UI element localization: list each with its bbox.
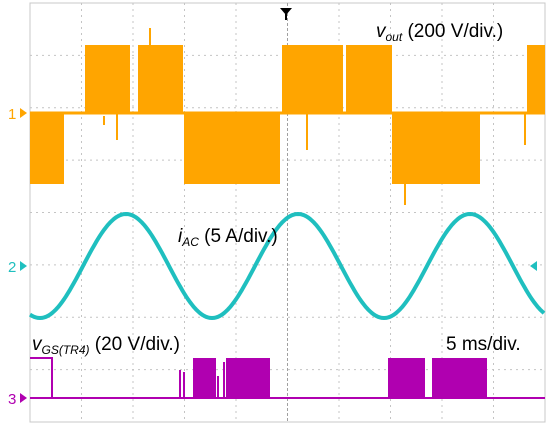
vout-pulse-block xyxy=(527,45,545,113)
vout-pulse-block xyxy=(430,113,480,184)
trigger-marker-icon xyxy=(280,8,292,20)
vgs-pulse-block xyxy=(226,358,270,398)
vout-pulse-block xyxy=(282,45,343,113)
channel-1-arrow-icon xyxy=(20,108,27,118)
vgs-label: vGS(TR4) (20 V/div.) xyxy=(32,334,180,357)
iac-sine-trace xyxy=(28,212,546,320)
vgs-initial-step xyxy=(30,357,53,398)
channel-2-right-arrow-icon xyxy=(530,261,537,271)
channel-1-number: 1 xyxy=(8,106,16,123)
vout-pulse-block xyxy=(30,113,64,184)
vgs-pulse-block xyxy=(432,358,487,398)
channel-3-marker: 3 xyxy=(8,391,27,408)
channel-2-arrow-icon xyxy=(20,261,27,271)
channel-3-number: 3 xyxy=(8,391,16,408)
channel-markers: 1 2 3 xyxy=(8,106,537,408)
vout-pulse-block xyxy=(346,45,392,113)
iac-label: iAC (5 A/div.) xyxy=(178,226,278,249)
vgs-pulse-block xyxy=(388,358,425,398)
vout-pulse-block xyxy=(234,113,280,184)
time-scale-label: 5 ms/div. xyxy=(446,334,521,355)
vout-pulse-block xyxy=(85,45,130,113)
waveform-traces xyxy=(28,28,546,399)
vout-pulse-block xyxy=(392,113,430,184)
channel-2-marker: 2 xyxy=(8,259,27,276)
channel-1-marker: 1 xyxy=(8,106,27,123)
channel-3-arrow-icon xyxy=(20,393,27,403)
vout-pulse-block xyxy=(184,113,234,184)
vgs-pulse-block xyxy=(193,358,216,398)
vout-label: vout (200 V/div.) xyxy=(376,21,503,44)
channel-2-number: 2 xyxy=(8,259,16,276)
vout-pulse-block xyxy=(138,45,183,113)
